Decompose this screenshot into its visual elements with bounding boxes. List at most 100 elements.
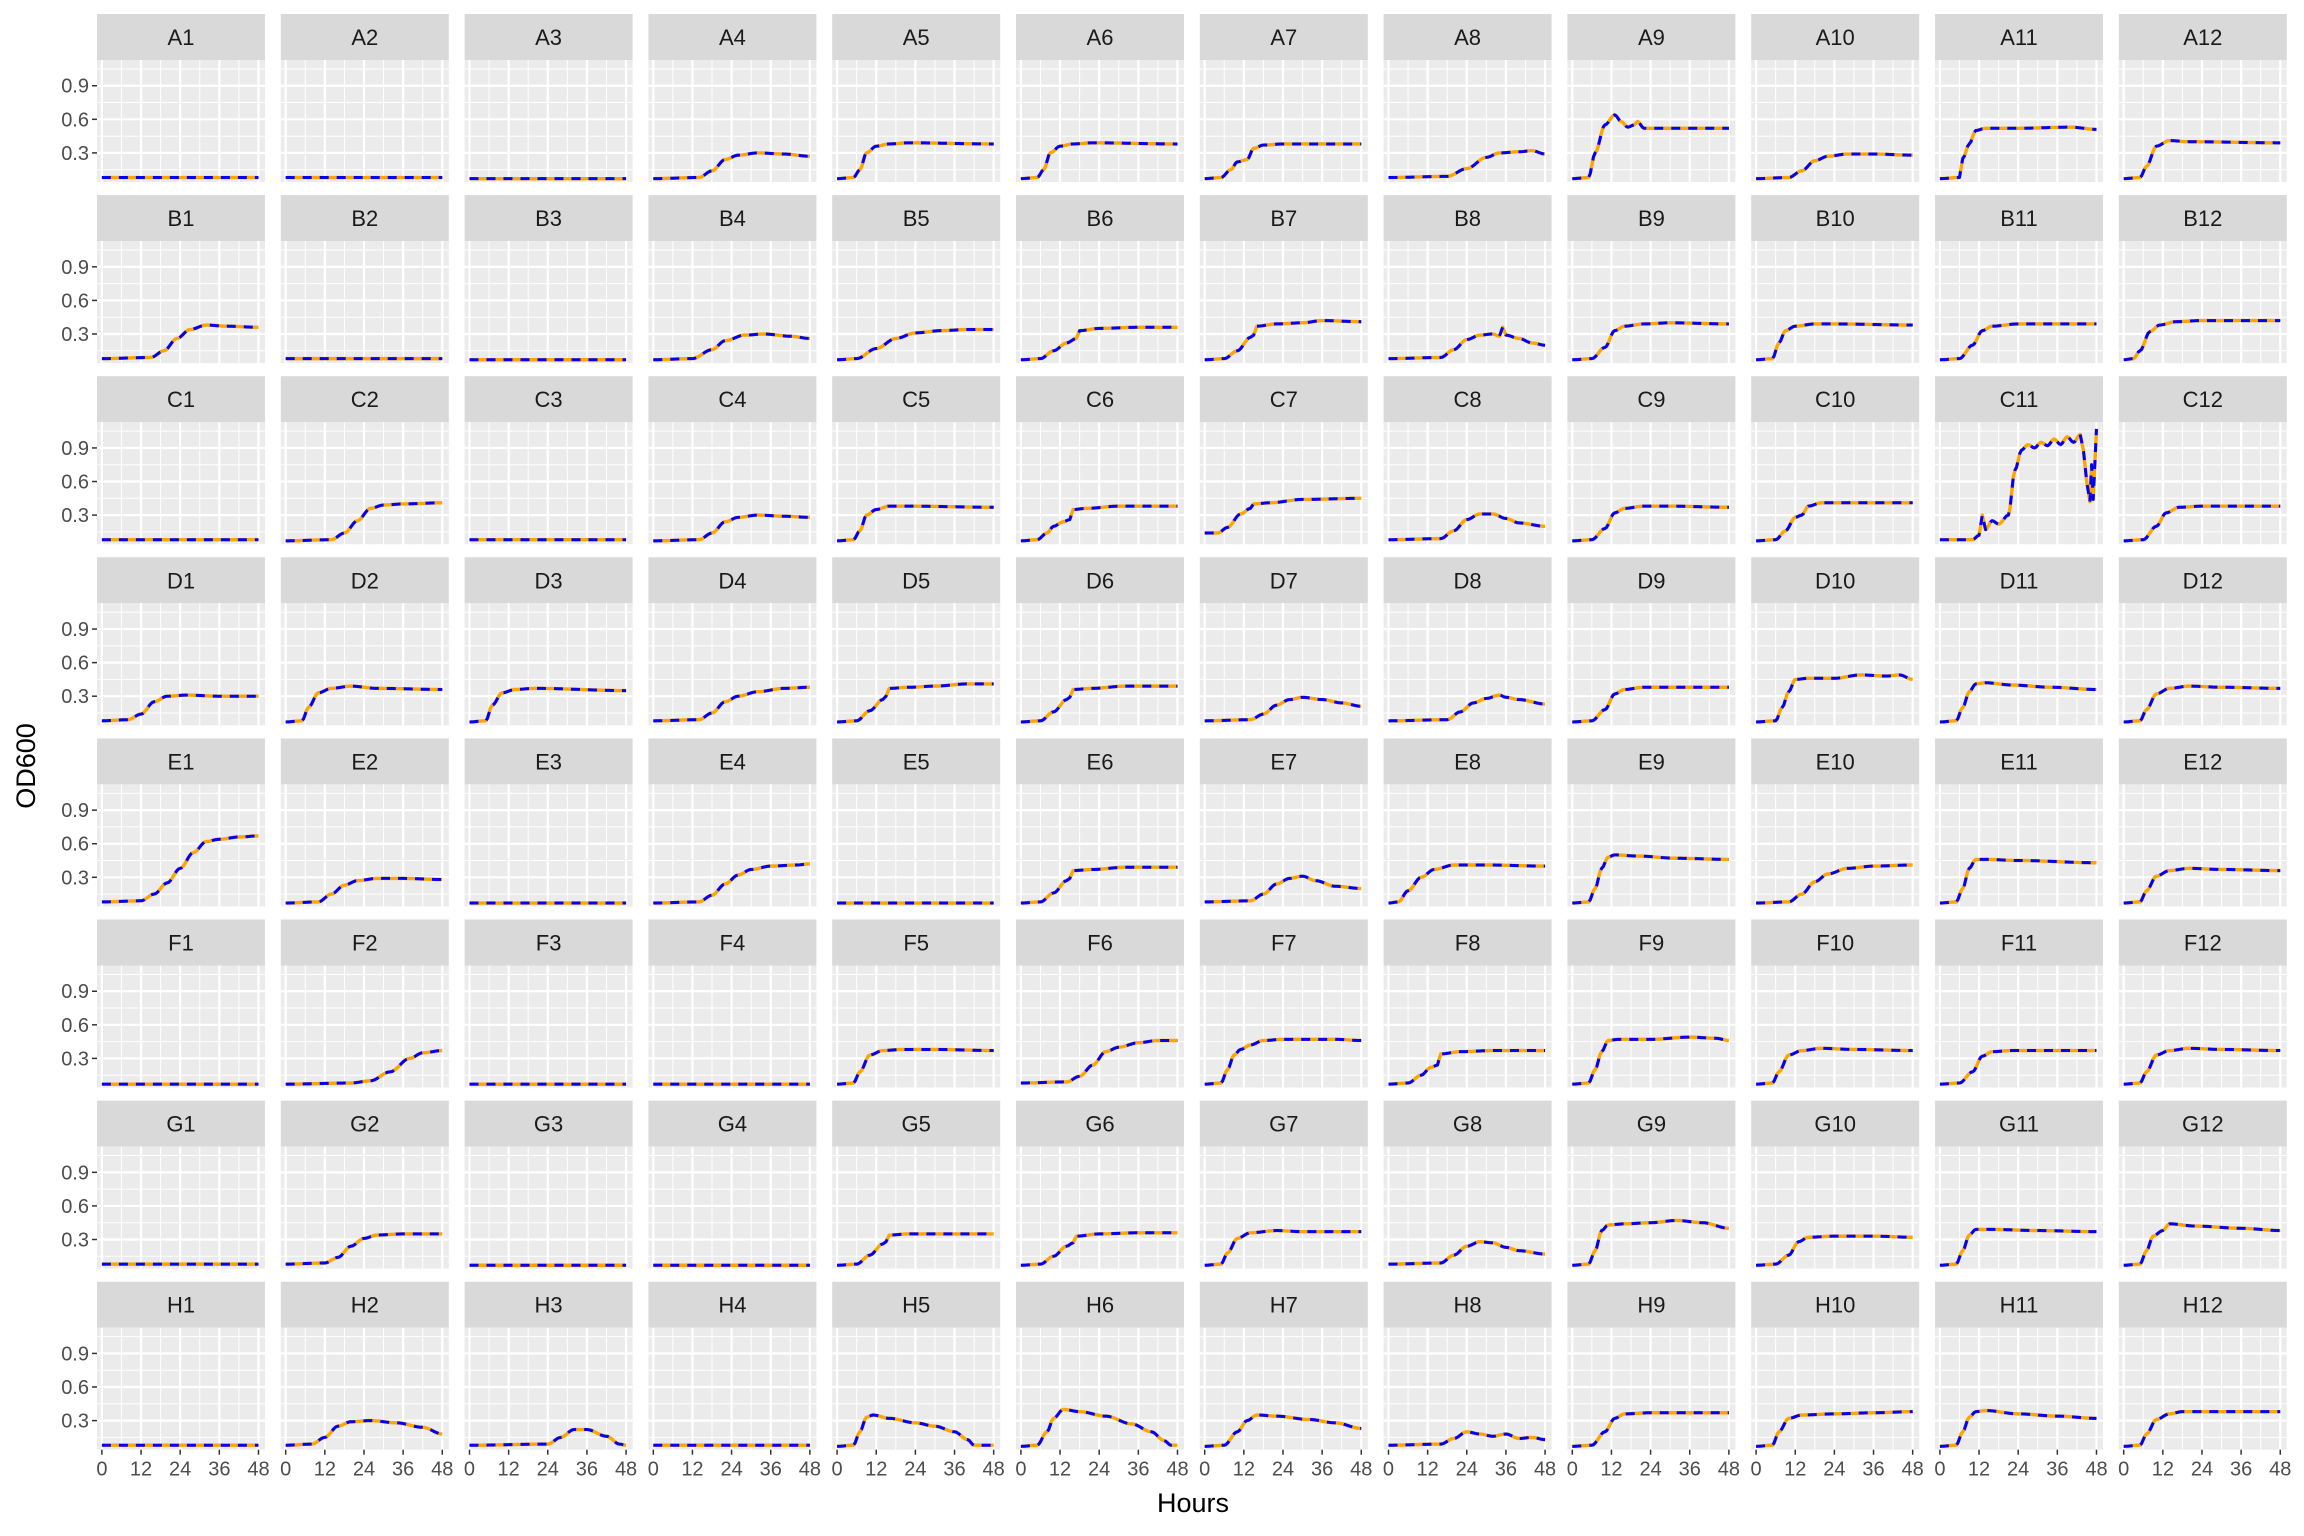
strip-A4 <box>648 14 817 60</box>
strip-label-E2: E2 <box>351 749 378 774</box>
curve-dashed-G12 <box>2123 1222 2281 1267</box>
curve-dashed-D5 <box>837 682 994 724</box>
strip-label-G8: G8 <box>1453 1112 1482 1137</box>
x-tick-label: 36 <box>760 1459 782 1481</box>
facet-A5: A5 <box>832 14 1001 182</box>
facet-B6: B6 <box>1016 195 1184 364</box>
strip-label-F11: F11 <box>2001 931 2037 956</box>
strip-label-B2: B2 <box>351 206 378 231</box>
strip-label-D10: D10 <box>1815 568 1855 593</box>
x-tick-label: 24 <box>2191 1459 2213 1481</box>
y-tick-label: 0.6 <box>61 653 89 675</box>
strip-label-F2: F2 <box>352 931 378 956</box>
strip-C10 <box>1751 376 1920 423</box>
strip-label-G10: G10 <box>1814 1112 1856 1137</box>
facet-E4: E4 <box>648 738 817 907</box>
curve-solid-A11 <box>1939 125 2097 181</box>
facet-A1: A1 <box>97 14 265 182</box>
facet-A3: A3 <box>464 14 633 182</box>
y-tick-label: 0.9 <box>61 76 89 98</box>
curve-dashed-F9 <box>1572 1035 1729 1086</box>
facet-B8: B8 <box>1383 195 1552 364</box>
strip-B5 <box>832 195 1001 242</box>
facet-E3: E3 <box>464 738 633 907</box>
curve-dashed-H10 <box>1756 1410 1913 1448</box>
facet-B9: B9 <box>1567 195 1736 364</box>
x-tick-label: 24 <box>1639 1459 1661 1481</box>
x-tick-label: 36 <box>1311 1459 1333 1481</box>
facet-H3: H3 <box>464 1281 633 1450</box>
strip-A8 <box>1383 14 1552 60</box>
strip-G6 <box>1016 1100 1184 1147</box>
strip-label-H3: H3 <box>535 1293 563 1318</box>
facet-A8: A8 <box>1383 14 1552 182</box>
strip-G12 <box>2118 1100 2287 1147</box>
strip-D11 <box>1935 557 2103 604</box>
strip-E4 <box>648 738 817 785</box>
x-tick-label: 0 <box>1383 1459 1394 1481</box>
strip-F9 <box>1567 919 1736 966</box>
strip-B9 <box>1567 195 1736 242</box>
curve-dashed-G11 <box>1939 1227 2097 1267</box>
strip-label-H8: H8 <box>1454 1293 1482 1318</box>
strip-F6 <box>1016 919 1184 966</box>
curve-dashed-D1 <box>101 693 259 723</box>
facet-A9: A9 <box>1567 14 1736 182</box>
curve-dashed-H5 <box>837 1413 994 1448</box>
facet-D4: D4 <box>648 557 817 726</box>
curve-dashed-C2 <box>285 501 443 543</box>
curve-dashed-E12 <box>2123 866 2281 905</box>
curve-dashed-G2 <box>285 1232 443 1266</box>
strip-F12 <box>2118 919 2287 966</box>
strip-D2 <box>280 557 449 604</box>
curve-dashed-A4 <box>653 151 810 181</box>
x-tick-label: 12 <box>865 1459 887 1481</box>
strip-label-A3: A3 <box>535 25 562 50</box>
facet-E6: E6 <box>1016 738 1184 907</box>
strip-label-B12: B12 <box>2183 206 2222 231</box>
strip-label-E11: E11 <box>2000 749 2038 774</box>
strip-D7 <box>1199 557 1368 604</box>
y-tick-label: 0.9 <box>61 1343 89 1365</box>
curve-dashed-F11 <box>1939 1049 2097 1086</box>
strip-label-G4: G4 <box>718 1112 747 1137</box>
strip-H5 <box>832 1281 1001 1328</box>
strip-label-F1: F1 <box>168 931 194 956</box>
strip-label-D4: D4 <box>718 568 746 593</box>
curve-solid-H8 <box>1388 1430 1546 1447</box>
curve-dashed-D11 <box>1939 681 2097 724</box>
facet-C9: C9 <box>1567 376 1736 545</box>
x-tick-label: 12 <box>1784 1459 1806 1481</box>
curve-dashed-F12 <box>2123 1046 2281 1086</box>
x-tick-label: 36 <box>208 1459 230 1481</box>
x-tick-label: 24 <box>1272 1459 1294 1481</box>
strip-label-C4: C4 <box>718 387 746 412</box>
x-tick-label: 0 <box>464 1459 475 1481</box>
facet-F2: F2 <box>280 919 449 1088</box>
x-tick-label: 24 <box>2007 1459 2029 1481</box>
strip-label-H9: H9 <box>1637 1293 1665 1318</box>
curve-dashed-D4 <box>653 685 810 723</box>
strip-H10 <box>1751 1281 1920 1328</box>
facet-C3: C3 <box>464 376 633 545</box>
strip-label-D6: D6 <box>1086 568 1114 593</box>
strip-label-A10: A10 <box>1816 25 1855 50</box>
strip-F10 <box>1751 919 1920 966</box>
y-tick-label: 0.6 <box>61 109 89 131</box>
x-tick-label: 12 <box>1600 1459 1622 1481</box>
strip-F2 <box>280 919 449 966</box>
facet-G5: G5 <box>832 1100 1001 1269</box>
curve-dashed-G9 <box>1572 1218 1729 1267</box>
facet-C10: C10 <box>1751 376 1920 545</box>
curve-dashed-A6 <box>1020 141 1178 181</box>
facet-B1: B1 <box>97 195 265 364</box>
facet-D8: D8 <box>1383 557 1552 726</box>
x-tick-label: 12 <box>1233 1459 1255 1481</box>
y-tick-label: 0.9 <box>61 800 89 822</box>
facet-H10: H10 <box>1751 1281 1920 1450</box>
strip-label-G7: G7 <box>1269 1112 1298 1137</box>
facet-H9: H9 <box>1567 1281 1736 1450</box>
curve-dashed-D7 <box>1204 695 1362 723</box>
curve-dashed-E8 <box>1388 863 1546 905</box>
x-tick-label: 0 <box>1015 1459 1026 1481</box>
